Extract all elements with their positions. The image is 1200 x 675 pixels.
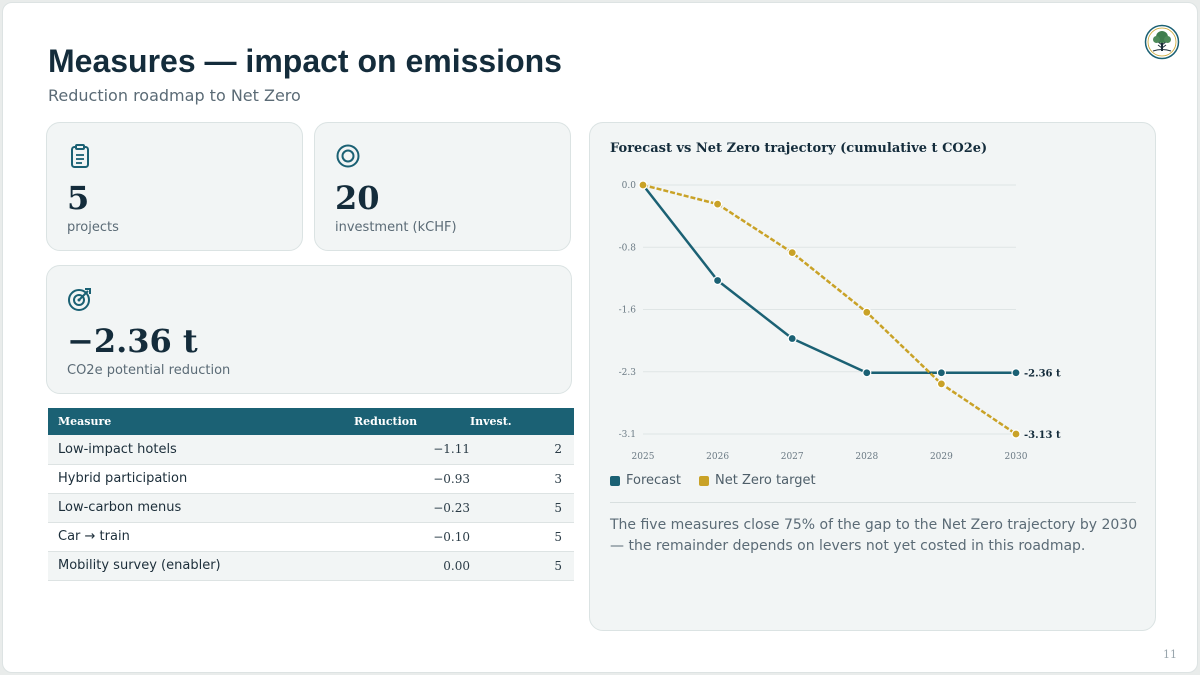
target-point	[862, 307, 872, 317]
line-chart: 0.0 -0.8 -1.6 -2.3 -3.1 2025 2026 2027 2028 2029 2…	[619, 180, 1061, 462]
legend-label-target: Net Zero target	[715, 473, 816, 488]
measure-invest: 5	[470, 551, 574, 581]
measure-name: Hybrid participation	[48, 464, 354, 494]
target-point	[787, 248, 797, 258]
column-header-measure: Measure	[48, 408, 354, 435]
forecast-point	[712, 275, 723, 286]
chart-legend: Forecast Net Zero target	[610, 473, 816, 488]
measure-invest: 2	[470, 435, 574, 465]
kpi-investment-label: investment (kCHF)	[335, 220, 457, 235]
measure-name: Car → train	[48, 522, 354, 552]
measure-name: Low-impact hotels	[48, 435, 354, 465]
kpi-projects-label: projects	[67, 220, 119, 235]
page-subtitle: Reduction roadmap to Net Zero	[48, 86, 301, 105]
page-number: 11	[1163, 648, 1177, 661]
target-point	[712, 199, 723, 209]
target-point	[638, 180, 648, 190]
kpi-reduction-label: CO2e potential reduction	[67, 363, 231, 378]
chart-title: Forecast vs Net Zero trajectory (cumulat…	[610, 141, 988, 156]
column-header-reduction: Reduction	[354, 408, 470, 435]
forecast-point	[862, 368, 872, 378]
legend-swatch-target	[699, 475, 710, 486]
x-tick-label: 2028	[855, 452, 878, 462]
forecast-point	[1011, 368, 1021, 378]
table-row: Car → train −0.10 5	[48, 522, 574, 552]
kpi-investment-value: 20	[335, 179, 380, 217]
chart-card: Forecast vs Net Zero trajectory (cumulat…	[589, 122, 1156, 631]
measure-name: Mobility survey (enabler)	[48, 551, 354, 581]
tree-logo-icon	[1144, 24, 1180, 60]
x-tick-label: 2025	[632, 452, 655, 462]
measure-invest: 5	[470, 493, 574, 523]
measure-reduction: −1.11	[354, 435, 470, 465]
y-tick-label: -0.8	[619, 243, 637, 253]
forecast-point	[936, 368, 946, 378]
x-tick-label: 2026	[706, 452, 729, 462]
legend-item-target: Net Zero target	[699, 473, 816, 488]
target-arrow-icon	[68, 288, 91, 311]
y-tick-label: -1.6	[619, 306, 637, 316]
measure-reduction: −0.23	[354, 493, 470, 523]
legend-label-forecast: Forecast	[626, 473, 682, 488]
y-tick-label: 0.0	[622, 181, 637, 191]
forecast-point	[787, 333, 797, 344]
target-line	[642, 183, 1017, 436]
forecast-line	[642, 184, 1016, 374]
insight-text: The five measures close 75% of the gap t…	[610, 517, 1138, 554]
y-tick-label: -3.1	[619, 430, 636, 440]
x-tick-label: 2029	[930, 452, 953, 462]
target-ring-icon	[336, 144, 360, 168]
measure-name: Low-carbon menus	[48, 493, 354, 523]
column-header-invest: Invest.	[470, 408, 574, 435]
table-row: Hybrid participation −0.93 3	[48, 464, 574, 494]
clipboard-icon	[71, 144, 89, 168]
measure-reduction: 0.00	[354, 551, 470, 581]
target-point	[1011, 429, 1021, 439]
measure-invest: 5	[470, 522, 574, 552]
kpi-reduction-value: −2.36 t	[67, 322, 198, 360]
forecast-end-label: -2.36 t	[1024, 369, 1061, 380]
table-header-row: Measure Reduction Invest.	[48, 408, 574, 435]
legend-swatch-forecast	[610, 475, 620, 486]
x-tick-label: 2027	[781, 452, 804, 462]
kpi-card-investment: 20 investment (kCHF)	[314, 122, 571, 251]
measures-table: Measure Reduction Invest. Low-impact hot…	[48, 408, 574, 581]
target-end-label: -3.13 t	[1024, 430, 1061, 441]
legend-item-forecast: Forecast	[610, 473, 681, 488]
table-row: Mobility survey (enabler) 0.00 5	[48, 551, 574, 581]
table-row: Low-carbon menus −0.23 5	[48, 493, 574, 523]
target-point	[936, 379, 946, 389]
table-row: Low-impact hotels −1.11 2	[48, 435, 574, 465]
y-tick-label: -2.3	[619, 368, 637, 378]
kpi-card-projects: 5 projects	[46, 122, 303, 251]
measure-reduction: −0.10	[354, 522, 470, 552]
chart-divider	[610, 502, 1136, 503]
measure-reduction: −0.93	[354, 464, 470, 494]
x-tick-label: 2030	[1005, 452, 1028, 462]
measure-invest: 3	[470, 464, 574, 494]
page-title: Measures — impact on emissions	[48, 43, 562, 79]
kpi-projects-value: 5	[67, 179, 90, 217]
kpi-card-reduction: −2.36 t CO2e potential reduction	[46, 265, 572, 394]
